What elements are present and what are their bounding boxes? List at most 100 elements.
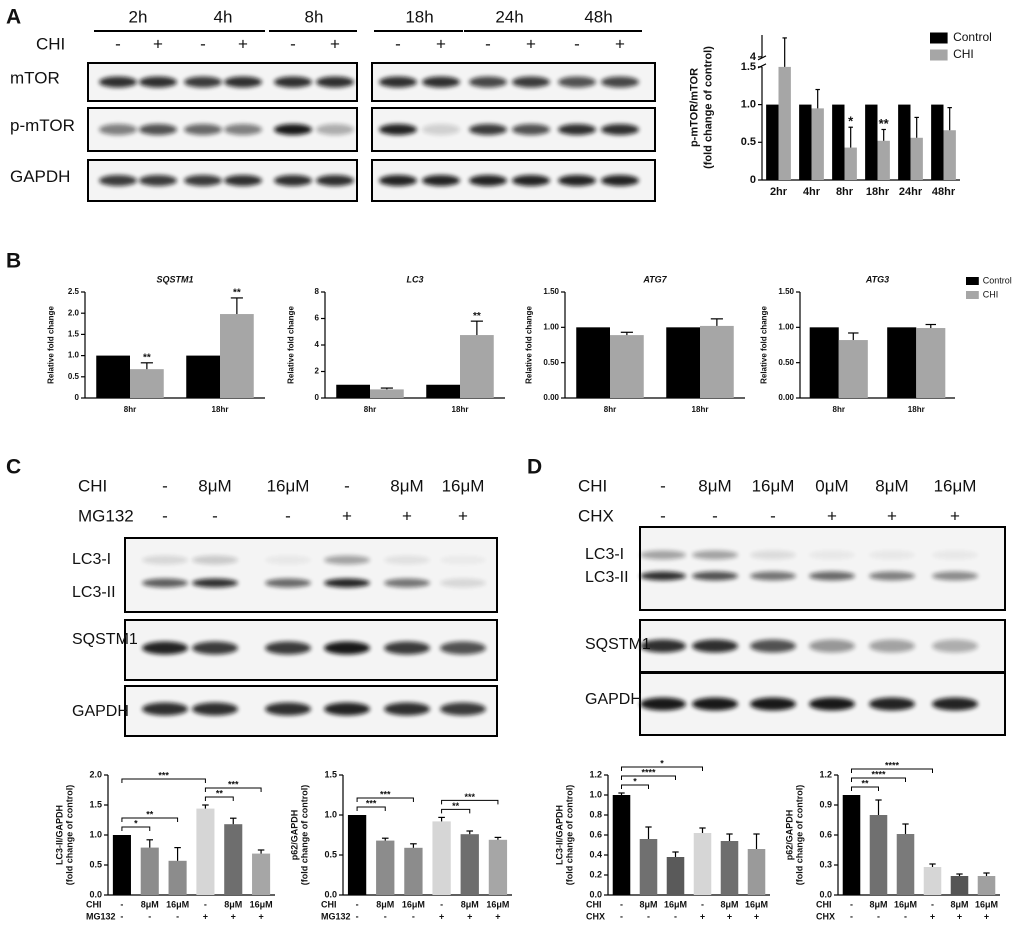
x-tick-label: - (850, 899, 853, 909)
bar (347, 815, 367, 895)
significance: * (848, 114, 854, 129)
significance: ** (879, 116, 890, 131)
significance: **** (641, 767, 656, 777)
blot-band (932, 639, 978, 653)
x-tick-label: + (700, 911, 705, 921)
blot-band (869, 639, 915, 653)
chart-title: ATG7 (642, 274, 667, 284)
significance-bracket (441, 799, 499, 805)
blot-band (316, 76, 354, 88)
x-tick-label: 8hr (604, 405, 616, 414)
panel-label: B (6, 250, 21, 273)
x-tick-label: 2hr (770, 186, 788, 198)
x-tick-label: 16μM (402, 899, 425, 909)
y-axis-label: p-mTOR/mTOR (689, 68, 701, 147)
blot-band (265, 555, 311, 565)
blot-band (932, 550, 978, 560)
x-row-name: CHI (816, 899, 832, 909)
row-label: SQSTM1 (585, 636, 651, 653)
blot-band (640, 571, 686, 581)
lane-label: - (485, 34, 491, 53)
row-label: GAPDH (10, 167, 70, 186)
blot-band (379, 175, 417, 186)
blot-band (224, 175, 262, 186)
lane-label: + (238, 34, 248, 53)
y-axis-label: Relative fold change (525, 306, 534, 384)
x-row-name: MG132 (86, 911, 116, 921)
significance-bracket (121, 817, 179, 822)
significance-bracket (851, 768, 933, 773)
x-tick-label: 16μM (894, 899, 917, 909)
bar (460, 335, 494, 398)
lane-label: 16μM (934, 476, 977, 495)
x-row-name: CHI (586, 899, 602, 909)
error-bar (710, 318, 723, 326)
bar (923, 867, 942, 895)
blot-band (750, 697, 796, 711)
blot-frame (87, 62, 358, 102)
x-tick-label: 8μM (141, 899, 159, 909)
lane-label: + (827, 506, 837, 525)
y-tick-label: 1.50 (778, 287, 794, 296)
significance: *** (366, 798, 377, 808)
bar (910, 137, 923, 180)
x-tick-label: 16μM (166, 899, 189, 909)
bar (252, 853, 271, 895)
x-tick-label: - (620, 899, 623, 909)
row-label: SQSTM1 (72, 631, 138, 648)
x-tick-label: + (203, 911, 208, 921)
blot-band (469, 175, 507, 186)
x-row-name: CHI (86, 899, 102, 909)
bar (186, 355, 220, 398)
lane-label: - (212, 506, 218, 525)
bar (700, 325, 734, 398)
blot-band (184, 124, 222, 135)
blot-band (324, 555, 370, 565)
y-tick-label: 0.00 (778, 393, 794, 402)
blot-band (809, 697, 855, 711)
bar (811, 108, 824, 180)
lane-label: - (285, 506, 291, 525)
significance-bracket (621, 766, 703, 771)
error-bar (380, 387, 393, 390)
blot-band (422, 124, 460, 135)
blot-band (440, 702, 486, 716)
blot-band (440, 578, 486, 588)
blot-band (601, 124, 639, 135)
y-tick-label: 0.8 (589, 809, 602, 819)
blot-band (324, 641, 370, 655)
significance-bracket (851, 786, 879, 791)
condition-label: MG132 (78, 506, 134, 525)
bar (336, 384, 370, 398)
error-bar (618, 792, 625, 795)
blot-band (274, 175, 312, 186)
bar (370, 389, 404, 398)
x-tick-label: 18hr (908, 405, 925, 414)
y-tick-label: 1.5 (68, 330, 80, 339)
bar (639, 839, 658, 895)
lane-label: + (402, 506, 412, 525)
blot-band (192, 702, 238, 716)
x-tick-label: 24hr (899, 186, 923, 198)
legend-label: Control (953, 30, 992, 44)
bar (96, 355, 130, 398)
y-tick-label: 1.00 (543, 322, 559, 331)
bar (196, 808, 215, 895)
x-tick-label: 8μM (376, 899, 394, 909)
significance: * (633, 776, 637, 786)
blot-band (692, 697, 738, 711)
blot-band (512, 124, 550, 135)
y-tick-label: 1.0 (741, 99, 756, 111)
y-axis-label: Relative fold change (287, 306, 296, 384)
y-tick-label: 2.0 (68, 308, 80, 317)
chart-title: SQSTM1 (156, 274, 193, 284)
blot-band (379, 76, 417, 88)
blot-band (379, 124, 417, 135)
lane-label: - (660, 476, 666, 495)
x-tick-label: 18hr (692, 405, 709, 414)
y-tick-label: 0.0 (589, 889, 602, 899)
treatment-label: CHI (36, 34, 65, 53)
row-label: LC3-II (72, 584, 116, 601)
significance-bracket (204, 787, 262, 792)
